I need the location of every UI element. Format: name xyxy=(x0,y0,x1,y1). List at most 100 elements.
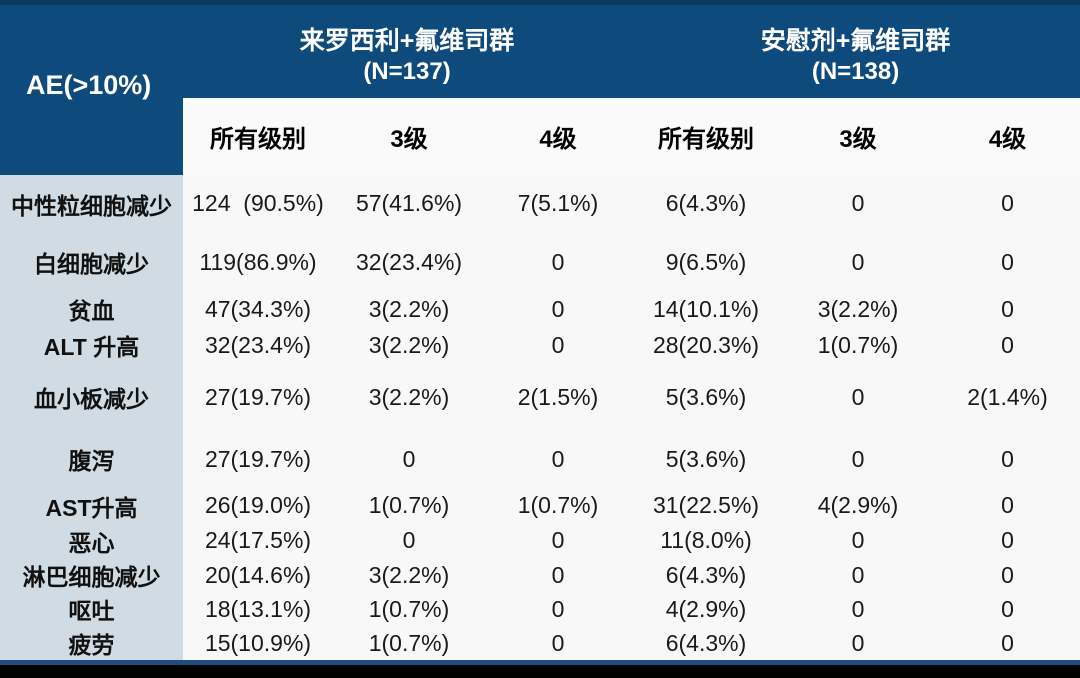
row-label: 淋巴细胞减少 xyxy=(0,558,183,592)
value-cell: 3(2.2%) xyxy=(781,292,936,326)
group-title: 安慰剂+氟维司群 xyxy=(760,26,951,55)
value-cell: 119(86.9%) xyxy=(183,232,333,292)
table-row: ALT 升高 32(23.4%) 3(2.2%) 0 28(20.3%) 1(0.7%) 0 xyxy=(0,326,1080,364)
value-cell: 15(10.9%) xyxy=(183,626,333,660)
value-cell: 0 xyxy=(485,558,632,592)
value-cell: 0 xyxy=(935,592,1080,626)
value-cell: 0 xyxy=(935,430,1080,488)
group-n-count: (N=138) xyxy=(811,58,900,86)
value-cell: 20(14.6%) xyxy=(183,558,333,592)
value-cell: 27(19.7%) xyxy=(183,364,333,430)
group-header-ribociclib-arm: 来罗西利+氟维司群 (N=137) xyxy=(183,5,632,98)
table-row: 恶心 24(17.5%) 0 0 11(8.0%) 0 0 xyxy=(0,523,1080,558)
value-cell: 5(3.6%) xyxy=(631,430,782,488)
row-label: 疲劳 xyxy=(0,626,183,660)
value-cell: 26(19.0%) xyxy=(183,488,333,523)
value-cell: 0 xyxy=(781,626,936,660)
value-cell: 32(23.4%) xyxy=(333,232,485,292)
value-cell: 28(20.3%) xyxy=(631,326,782,364)
row-label: 血小板减少 xyxy=(0,364,183,430)
sub-header-arm2-all-grades: 所有级别 xyxy=(631,98,782,175)
table-row: 呕吐 18(13.1%) 1(0.7%) 0 4(2.9%) 0 0 xyxy=(0,592,1080,626)
bottom-accent-line xyxy=(0,660,1080,665)
value-cell: 0 xyxy=(781,175,936,232)
table-row: 疲劳 15(10.9%) 1(0.7%) 0 6(4.3%) 0 0 xyxy=(0,626,1080,660)
sub-header-arm1-grade3: 3级 xyxy=(333,98,485,175)
group-title: 来罗西利+氟维司群 xyxy=(299,26,515,55)
top-accent-strip xyxy=(0,0,1080,5)
value-cell: 0 xyxy=(935,326,1080,364)
sub-header-arm1-all-grades: 所有级别 xyxy=(183,98,333,175)
value-cell: 0 xyxy=(935,523,1080,558)
row-label: 中性粒细胞减少 xyxy=(0,175,183,232)
group-n-count: (N=137) xyxy=(363,58,451,86)
value-cell: 5(3.6%) xyxy=(631,364,782,430)
value-cell: 0 xyxy=(781,523,936,558)
value-cell: 0 xyxy=(333,523,485,558)
table-row: 腹泻 27(19.7%) 0 0 5(3.6%) 0 0 xyxy=(0,430,1080,488)
value-cell: 3(2.2%) xyxy=(333,558,485,592)
value-cell: 31(22.5%) xyxy=(631,488,782,523)
value-cell: 57(41.6%) xyxy=(333,175,485,232)
table-row: 血小板减少 27(19.7%) 3(2.2%) 2(1.5%) 5(3.6%) 0 2(1.… xyxy=(0,364,1080,430)
value-cell: 0 xyxy=(485,430,632,488)
value-cell: 0 xyxy=(781,558,936,592)
value-cell: 11(8.0%) xyxy=(631,523,782,558)
row-label: 白细胞减少 xyxy=(0,232,183,292)
value-cell: 1(0.7%) xyxy=(333,626,485,660)
value-cell: 0 xyxy=(485,626,632,660)
group-header-row: AE(>10%) 来罗西利+氟维司群 (N=137) 安慰剂+氟维司群 (N=1… xyxy=(0,5,1080,175)
value-cell: 0 xyxy=(935,626,1080,660)
value-cell: 6(4.3%) xyxy=(631,626,782,660)
value-cell: 0 xyxy=(485,292,632,326)
value-cell: 124 (90.5%) xyxy=(183,175,333,232)
value-cell: 0 xyxy=(935,558,1080,592)
row-label: 呕吐 xyxy=(0,592,183,626)
value-cell: 47(34.3%) xyxy=(183,292,333,326)
value-cell: 1(0.7%) xyxy=(485,488,632,523)
value-cell: 0 xyxy=(485,523,632,558)
sub-header-arm2-grade3: 3级 xyxy=(781,98,936,175)
value-cell: 27(19.7%) xyxy=(183,430,333,488)
value-cell: 3(2.2%) xyxy=(333,364,485,430)
value-cell: 0 xyxy=(935,488,1080,523)
value-cell: 0 xyxy=(781,430,936,488)
value-cell: 1(0.7%) xyxy=(781,326,936,364)
value-cell: 0 xyxy=(781,592,936,626)
value-cell: 6(4.3%) xyxy=(631,175,782,232)
value-cell: 3(2.2%) xyxy=(333,292,485,326)
value-cell: 24(17.5%) xyxy=(183,523,333,558)
row-label: AST升高 xyxy=(0,488,183,523)
value-cell: 0 xyxy=(781,364,936,430)
value-cell: 1(0.7%) xyxy=(333,488,485,523)
value-cell: 7(5.1%) xyxy=(485,175,632,232)
table-row: 白细胞减少 119(86.9%) 32(23.4%) 0 9(6.5%) 0 0 xyxy=(0,232,1080,292)
sub-header-arm1-grade4: 4级 xyxy=(485,98,632,175)
value-cell: 0 xyxy=(935,175,1080,232)
row-label: 贫血 xyxy=(0,292,183,326)
row-label: 恶心 xyxy=(0,523,183,558)
row-label: 腹泻 xyxy=(0,430,183,488)
bottom-black-band xyxy=(0,665,1080,678)
value-cell: 0 xyxy=(935,292,1080,326)
value-cell: 0 xyxy=(485,326,632,364)
value-cell: 0 xyxy=(333,430,485,488)
table-header: AE(>10%) 来罗西利+氟维司群 (N=137) 安慰剂+氟维司群 (N=1… xyxy=(0,5,1080,175)
value-cell: 0 xyxy=(935,232,1080,292)
value-cell: 1(0.7%) xyxy=(333,592,485,626)
value-cell: 14(10.1%) xyxy=(631,292,782,326)
table-body: 中性粒细胞减少 124 (90.5%) 57(41.6%) 7(5.1%) 6(4.3%… xyxy=(0,175,1080,660)
value-cell: 6(4.3%) xyxy=(631,558,782,592)
value-cell: 2(1.4%) xyxy=(935,364,1080,430)
table-row: AST升高 26(19.0%) 1(0.7%) 1(0.7%) 31(22.5%) 4(2… xyxy=(0,488,1080,523)
sub-header-row: 所有级别 3级 4级 所有级别 3级 4级 xyxy=(0,98,1080,175)
value-cell: 0 xyxy=(485,592,632,626)
sub-header-arm2-grade4: 4级 xyxy=(935,98,1080,175)
value-cell: 0 xyxy=(781,232,936,292)
value-cell: 0 xyxy=(485,232,632,292)
table-row: 中性粒细胞减少 124 (90.5%) 57(41.6%) 7(5.1%) 6(4.3%… xyxy=(0,175,1080,232)
group-header-placebo-arm: 安慰剂+氟维司群 (N=138) xyxy=(631,5,1080,98)
table-row: 贫血 47(34.3%) 3(2.2%) 0 14(10.1%) 3(2.2%) 0 xyxy=(0,292,1080,326)
value-cell: 4(2.9%) xyxy=(631,592,782,626)
